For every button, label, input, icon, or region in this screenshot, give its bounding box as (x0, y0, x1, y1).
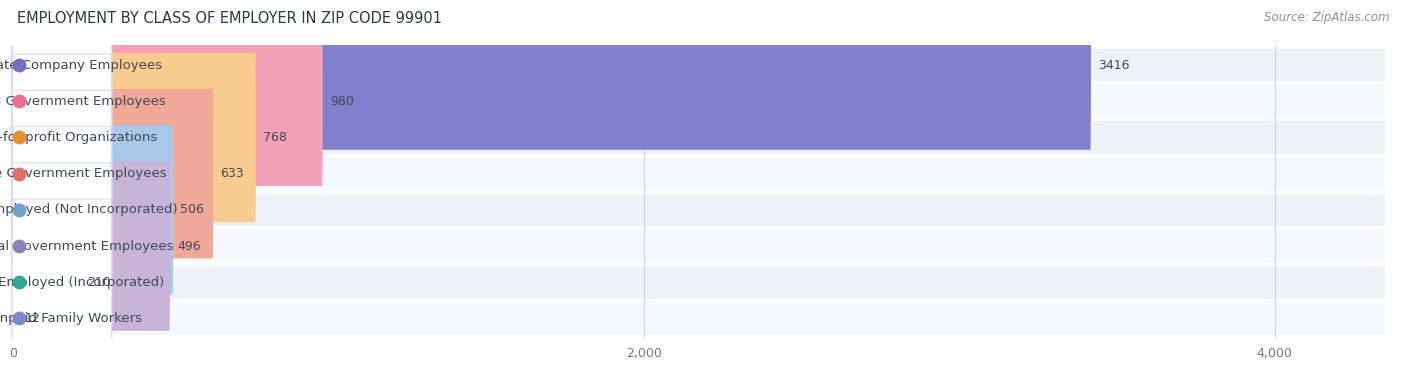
FancyBboxPatch shape (13, 54, 111, 293)
FancyBboxPatch shape (13, 127, 111, 365)
FancyBboxPatch shape (13, 89, 214, 258)
FancyBboxPatch shape (0, 230, 1406, 262)
FancyBboxPatch shape (13, 199, 111, 376)
FancyBboxPatch shape (0, 302, 1406, 335)
Text: 768: 768 (263, 131, 287, 144)
FancyBboxPatch shape (0, 194, 1406, 226)
FancyBboxPatch shape (0, 49, 1406, 81)
FancyBboxPatch shape (0, 85, 1406, 118)
Text: EMPLOYMENT BY CLASS OF EMPLOYER IN ZIP CODE 99901: EMPLOYMENT BY CLASS OF EMPLOYER IN ZIP C… (17, 11, 441, 26)
FancyBboxPatch shape (13, 0, 1091, 150)
FancyBboxPatch shape (13, 234, 17, 376)
FancyBboxPatch shape (13, 0, 111, 221)
FancyBboxPatch shape (13, 17, 323, 186)
Text: Self-Employed (Incorporated): Self-Employed (Incorporated) (0, 276, 165, 289)
Text: 496: 496 (177, 240, 201, 253)
FancyBboxPatch shape (13, 125, 173, 294)
FancyBboxPatch shape (0, 266, 1406, 299)
FancyBboxPatch shape (13, 161, 170, 331)
FancyBboxPatch shape (13, 18, 111, 257)
Text: 210: 210 (87, 276, 111, 289)
FancyBboxPatch shape (13, 90, 111, 329)
Text: State Government Employees: State Government Employees (0, 167, 166, 180)
FancyBboxPatch shape (13, 53, 256, 222)
Text: Unpaid Family Workers: Unpaid Family Workers (0, 312, 142, 325)
FancyBboxPatch shape (0, 158, 1406, 190)
Text: 980: 980 (330, 95, 354, 108)
Text: Local Government Employees: Local Government Employees (0, 95, 166, 108)
FancyBboxPatch shape (0, 121, 1406, 154)
FancyBboxPatch shape (13, 197, 80, 367)
Text: 12: 12 (25, 312, 41, 325)
Text: 506: 506 (180, 203, 204, 216)
Text: Not-for-profit Organizations: Not-for-profit Organizations (0, 131, 157, 144)
Text: 633: 633 (221, 167, 245, 180)
Text: Self-Employed (Not Incorporated): Self-Employed (Not Incorporated) (0, 203, 177, 216)
Text: Private Company Employees: Private Company Employees (0, 59, 162, 71)
Text: Federal Government Employees: Federal Government Employees (0, 240, 173, 253)
FancyBboxPatch shape (13, 163, 111, 376)
Text: 3416: 3416 (1098, 59, 1130, 71)
FancyBboxPatch shape (13, 0, 111, 185)
Text: Source: ZipAtlas.com: Source: ZipAtlas.com (1264, 11, 1389, 24)
